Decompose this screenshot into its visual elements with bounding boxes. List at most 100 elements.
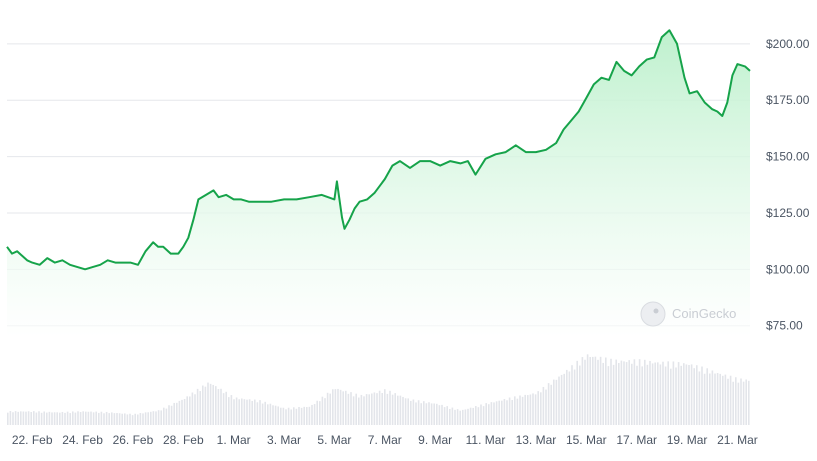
volume-bar: [475, 406, 477, 425]
volume-bar: [368, 394, 370, 425]
volume-bar: [662, 361, 664, 425]
volume-bar: [92, 412, 95, 425]
volume-bar: [72, 411, 74, 425]
volume-bar: [404, 398, 407, 425]
gecko-logo-icon: [640, 301, 666, 327]
volume-bar: [524, 394, 526, 425]
volume-bar: [56, 412, 58, 425]
volume-bar: [220, 388, 222, 425]
volume-bar: [157, 410, 160, 425]
volume-bar: [482, 406, 485, 425]
volume-bar: [82, 411, 84, 425]
volume-bar: [155, 411, 157, 425]
volume-bar: [586, 354, 589, 425]
volume-bar: [532, 393, 534, 425]
volume-bar: [542, 386, 545, 425]
volume-bar: [649, 360, 651, 425]
volume-bar: [693, 368, 695, 425]
volume-bar: [599, 356, 602, 425]
volume-bar: [355, 393, 357, 425]
volume-bar: [579, 365, 581, 425]
volume-bar: [215, 386, 217, 425]
volume-bar: [269, 403, 272, 425]
volume-bar: [540, 392, 542, 425]
volume-bar: [651, 363, 654, 425]
volume-bar: [150, 411, 152, 425]
volume-bar: [25, 411, 27, 425]
volume-bar: [519, 395, 521, 425]
volume-bar: [508, 397, 511, 425]
volume-bar: [202, 385, 204, 425]
volume-bar: [285, 409, 287, 425]
volume-bar: [391, 394, 394, 425]
volume-bars: [7, 354, 750, 425]
volume-bar: [685, 364, 688, 425]
volume-bar: [111, 412, 113, 425]
volume-bar: [233, 399, 235, 425]
volume-bar: [490, 402, 493, 425]
volume-bar: [425, 403, 428, 425]
volume-bar: [727, 378, 729, 425]
volume-bar: [241, 398, 243, 425]
volume-bar: [256, 402, 259, 425]
volume-bar: [85, 411, 87, 425]
volume-bar: [521, 396, 524, 425]
volume-bar: [373, 392, 376, 425]
volume-bar: [488, 404, 490, 425]
volume-bar: [703, 373, 706, 425]
gecko-eye: [653, 308, 659, 314]
volume-bar: [300, 407, 303, 425]
volume-bar: [394, 393, 396, 425]
volume-bar: [12, 412, 14, 425]
volume-bar: [27, 411, 30, 425]
volume-bar: [358, 397, 360, 425]
volume-bar: [462, 409, 464, 425]
volume-bar: [74, 412, 77, 425]
volume-bar: [303, 406, 305, 425]
volume-bar: [547, 383, 550, 425]
volume-bar: [638, 359, 641, 425]
volume-bar: [293, 407, 295, 425]
volume-bar: [560, 374, 563, 425]
volume-bar: [108, 413, 110, 425]
volume-bar: [251, 400, 253, 425]
volume-bar: [441, 404, 443, 425]
volume-bar: [183, 398, 186, 425]
watermark-text: CoinGecko: [672, 306, 736, 321]
volume-bar: [384, 389, 386, 425]
volume-bar: [170, 405, 173, 425]
volume-bar: [230, 395, 233, 425]
volume-bar: [495, 401, 498, 425]
x-tick-label: 7. Mar: [368, 433, 402, 447]
volume-bar: [719, 373, 721, 425]
volume-bar: [66, 411, 69, 425]
volume-bar: [680, 365, 682, 425]
volume-bar: [529, 394, 532, 425]
volume-bar: [254, 399, 256, 425]
volume-bar: [620, 360, 623, 425]
volume-bar: [690, 364, 693, 425]
price-area: [7, 30, 750, 338]
volume-bar: [633, 359, 636, 425]
volume-bar: [615, 359, 617, 425]
volume-bar: [69, 413, 71, 425]
x-tick-label: 22. Feb: [12, 433, 53, 447]
volume-bar: [545, 389, 547, 425]
volume-bar: [324, 398, 326, 425]
volume-bar: [709, 373, 711, 425]
volume-bar: [277, 406, 279, 425]
volume-bar: [493, 402, 495, 425]
x-tick-label: 11. Mar: [466, 433, 506, 447]
volume-bar: [22, 411, 25, 425]
volume-bar: [485, 403, 487, 425]
volume-bar: [319, 401, 321, 425]
volume-bar: [207, 382, 209, 425]
volume-bar: [428, 402, 430, 425]
x-tick-label: 26. Feb: [113, 433, 154, 447]
volume-bar: [480, 404, 482, 425]
volume-bar: [740, 378, 742, 425]
x-tick-label: 5. Mar: [317, 433, 351, 447]
volume-bar: [449, 408, 451, 425]
volume-bar: [711, 370, 714, 425]
